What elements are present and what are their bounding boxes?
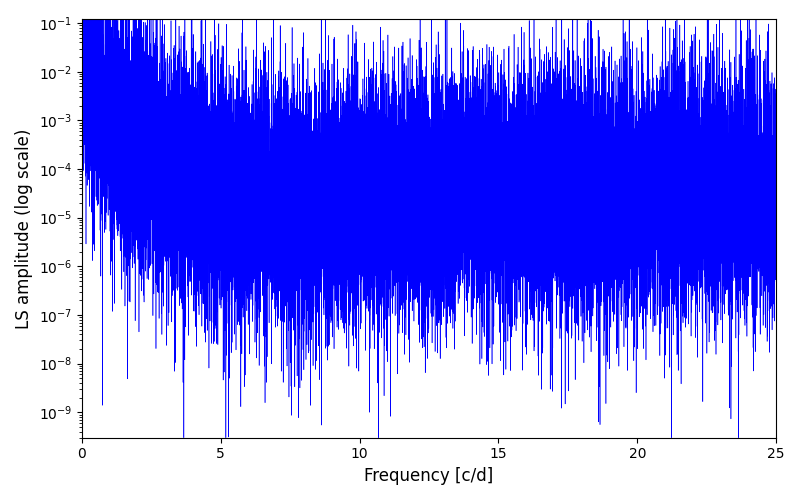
X-axis label: Frequency [c/d]: Frequency [c/d] [364, 467, 494, 485]
Y-axis label: LS amplitude (log scale): LS amplitude (log scale) [15, 128, 33, 328]
